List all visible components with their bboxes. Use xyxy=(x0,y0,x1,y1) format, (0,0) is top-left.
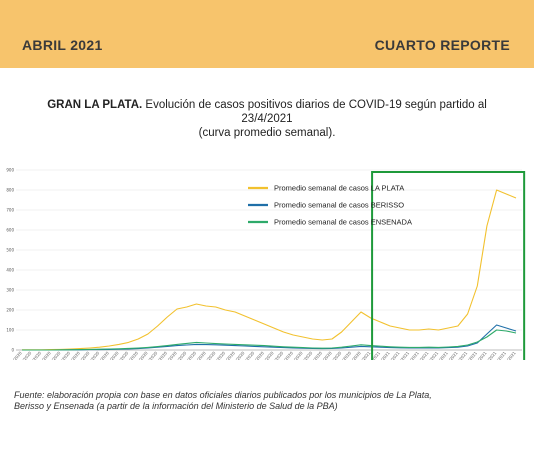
y-tick-label: 100 xyxy=(6,327,14,332)
highlight-box xyxy=(371,171,526,360)
source-note-line1: Fuente: elaboración propia con base en d… xyxy=(14,390,432,400)
chart-title-line2: (curva promedio semanal). xyxy=(198,127,336,139)
header-banner: ABRIL 2021 CUARTO REPORTE xyxy=(0,0,534,68)
report-month: ABRIL 2021 xyxy=(22,37,103,53)
y-tick-label: 200 xyxy=(6,307,14,312)
y-tick-label: 700 xyxy=(6,207,14,212)
source-note-line2: Berisso y Ensenada (a partir de la infor… xyxy=(14,401,338,411)
y-tick-label: 400 xyxy=(6,267,14,272)
y-tick-label: 800 xyxy=(6,187,14,192)
chart-title-bold: GRAN LA PLATA. xyxy=(47,99,143,111)
series-line-3 xyxy=(22,329,517,351)
legend-label-1: Promedio semanal de casos LA PLATA xyxy=(274,184,404,193)
report-number: CUARTO REPORTE xyxy=(374,37,510,53)
y-tick-label: 0 xyxy=(11,347,14,352)
legend-label-3: Promedio semanal de casos ENSENADA xyxy=(274,218,412,227)
source-note: Fuente: elaboración propia con base en d… xyxy=(14,390,514,412)
y-tick-label: 900 xyxy=(6,167,14,172)
y-tick-label: 600 xyxy=(6,227,14,232)
legend-label-2: Promedio semanal de casos BERISSO xyxy=(274,201,404,210)
chart-title: GRAN LA PLATA. Evolución de casos positi… xyxy=(40,98,494,140)
covid-line-chart: 010020030040050060070080090028/04/202005… xyxy=(4,167,526,360)
chart-title-rest: Evolución de casos positivos diarios de … xyxy=(142,99,487,125)
y-tick-label: 500 xyxy=(6,247,14,252)
series-line-1 xyxy=(22,189,517,351)
y-tick-label: 300 xyxy=(6,287,14,292)
